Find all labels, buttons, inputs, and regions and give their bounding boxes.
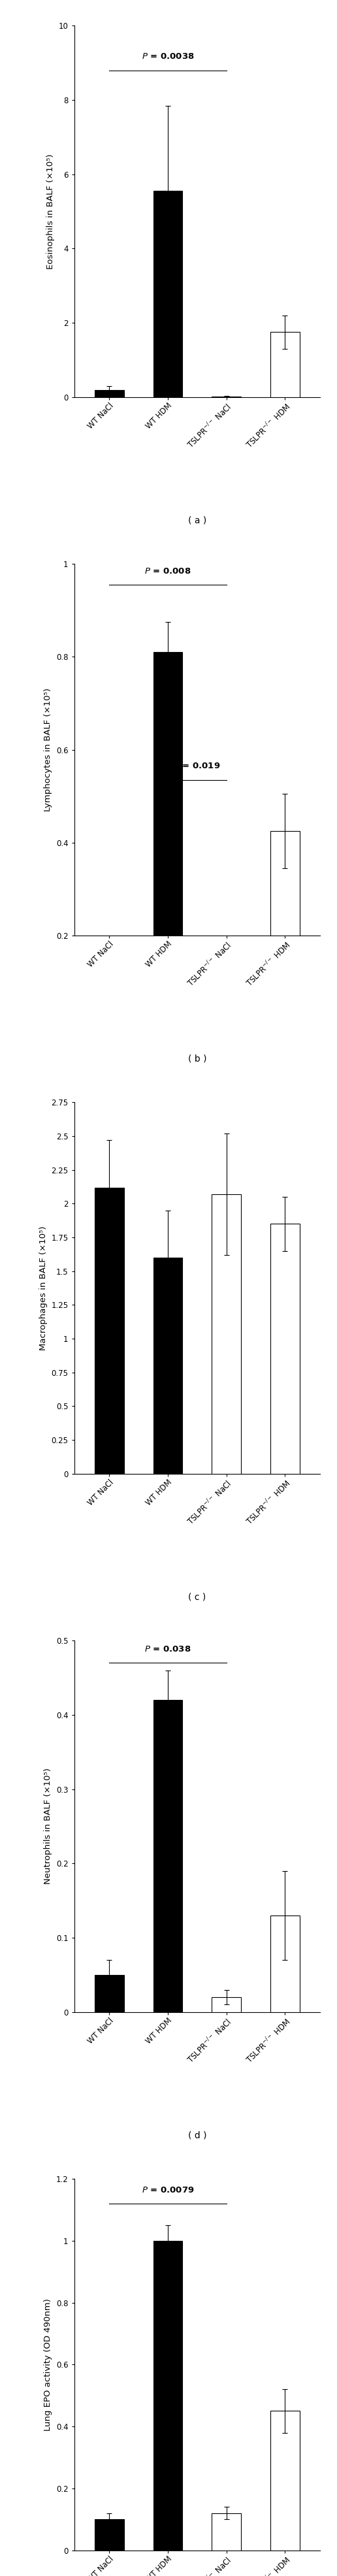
- Bar: [153, 2241, 183, 2550]
- Bar: [95, 392, 124, 397]
- Bar: [212, 1195, 241, 1473]
- Bar: [95, 1976, 124, 2012]
- Bar: [153, 1700, 183, 2012]
- Text: ( c ): ( c ): [188, 1592, 206, 1602]
- Bar: [270, 832, 300, 935]
- Bar: [212, 2514, 241, 2550]
- Y-axis label: Macrophages in BALF (×10⁵): Macrophages in BALF (×10⁵): [39, 1226, 48, 1350]
- Text: $\mathit{P}$ = 0.0079: $\mathit{P}$ = 0.0079: [142, 2187, 194, 2195]
- Bar: [153, 191, 183, 397]
- Text: ( b ): ( b ): [188, 1054, 207, 1064]
- Bar: [153, 1257, 183, 1473]
- Bar: [270, 2411, 300, 2550]
- Y-axis label: Neutrophils in BALF (×10⁵): Neutrophils in BALF (×10⁵): [44, 1767, 53, 1886]
- Y-axis label: Lymphocytes in BALF (×10⁵): Lymphocytes in BALF (×10⁵): [44, 688, 53, 811]
- Bar: [212, 1996, 241, 2012]
- Bar: [153, 652, 183, 935]
- Bar: [95, 2519, 124, 2550]
- Bar: [270, 332, 300, 397]
- Bar: [95, 1188, 124, 1473]
- Bar: [270, 1224, 300, 1473]
- Text: $\mathit{P}$ = 0.008: $\mathit{P}$ = 0.008: [145, 567, 191, 574]
- Text: ( a ): ( a ): [188, 515, 206, 526]
- Y-axis label: Eosinophils in BALF (×10⁵): Eosinophils in BALF (×10⁵): [47, 155, 55, 268]
- Text: $\mathit{P}$ = 0.019: $\mathit{P}$ = 0.019: [174, 762, 220, 770]
- Text: $\mathit{P}$ = 0.038: $\mathit{P}$ = 0.038: [145, 1646, 191, 1654]
- Text: ( d ): ( d ): [188, 2130, 207, 2141]
- Y-axis label: Lung EPO activity (OD 490nm): Lung EPO activity (OD 490nm): [44, 2298, 52, 2432]
- Text: $\mathit{P}$ = 0.0038: $\mathit{P}$ = 0.0038: [142, 52, 194, 62]
- Bar: [270, 1917, 300, 2012]
